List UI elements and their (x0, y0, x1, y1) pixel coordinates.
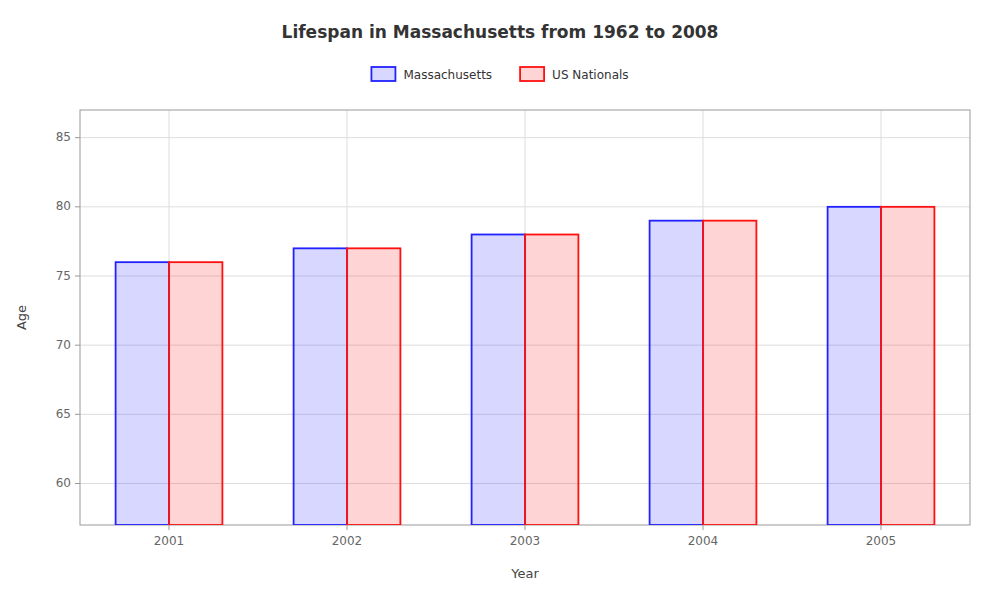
y-tick-label: 75 (56, 269, 71, 283)
x-tick-label: 2005 (866, 534, 897, 548)
chart-container: 60 65 70 75 80 85 2001 2002 2003 2004 2005 Year Age L… (0, 0, 1000, 600)
legend: Massachusetts US Nationals (371, 67, 628, 82)
x-tick (703, 525, 704, 530)
x-tick (347, 525, 348, 530)
x-tick (525, 525, 526, 530)
y-tick (75, 414, 80, 415)
bar (828, 207, 881, 525)
legend-swatch (520, 67, 544, 81)
bars (116, 207, 935, 525)
x-tick-label: 2003 (510, 534, 541, 548)
legend-item: US Nationals (520, 67, 628, 82)
bar (294, 248, 347, 525)
bar (703, 221, 756, 525)
x-tick (881, 525, 882, 530)
axes: 60 65 70 75 80 85 2001 2002 2003 2004 2005 (56, 130, 897, 548)
y-tick (75, 483, 80, 484)
y-tick-label: 85 (56, 130, 71, 144)
y-tick-label: 65 (56, 407, 71, 421)
y-tick (75, 276, 80, 277)
legend-label: US Nationals (552, 68, 628, 82)
y-axis-label: Age (14, 305, 29, 330)
bar (347, 248, 400, 525)
bar (525, 235, 578, 526)
legend-label: Massachusetts (403, 68, 492, 82)
x-tick (169, 525, 170, 530)
y-tick-label: 80 (56, 199, 71, 213)
x-tick-label: 2001 (154, 534, 185, 548)
plot-frame (80, 110, 970, 525)
bar (881, 207, 934, 525)
x-tick-label: 2004 (688, 534, 719, 548)
bar (472, 235, 525, 526)
bar (169, 262, 222, 525)
y-tick (75, 345, 80, 346)
x-axis-label: Year (510, 566, 539, 581)
title: Lifespan in Massachusetts from 1962 to 2… (282, 22, 719, 42)
y-tick-label: 70 (56, 338, 71, 352)
legend-swatch (371, 67, 395, 81)
bar (116, 262, 169, 525)
y-tick (75, 206, 80, 207)
legend-item: Massachusetts (371, 67, 492, 82)
y-tick (75, 137, 80, 138)
y-tick-label: 60 (56, 476, 71, 490)
bar (650, 221, 703, 525)
grid (80, 110, 970, 525)
x-tick-label: 2002 (332, 534, 363, 548)
chart-svg: 60 65 70 75 80 85 2001 2002 2003 2004 2005 Year Age L… (0, 0, 1000, 600)
